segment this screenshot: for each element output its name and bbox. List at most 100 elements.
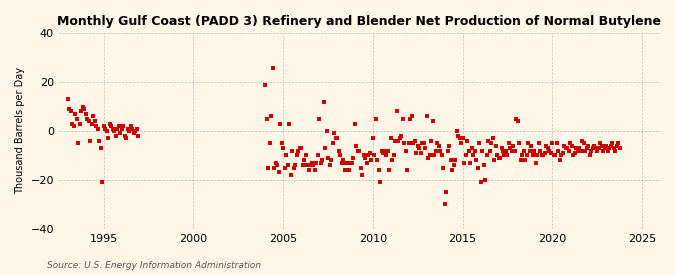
Point bbox=[318, 100, 329, 104]
Point bbox=[78, 104, 88, 109]
Point bbox=[433, 144, 444, 148]
Point bbox=[514, 141, 525, 145]
Point bbox=[103, 136, 113, 141]
Point bbox=[489, 158, 500, 163]
Point bbox=[593, 146, 604, 150]
Point bbox=[516, 158, 526, 163]
Point bbox=[79, 107, 90, 111]
Point bbox=[520, 158, 531, 163]
Point bbox=[321, 129, 332, 133]
Point bbox=[466, 146, 477, 150]
Point bbox=[478, 163, 489, 167]
Point bbox=[329, 131, 340, 136]
Point bbox=[64, 107, 75, 111]
Point bbox=[474, 141, 485, 145]
Point bbox=[394, 136, 405, 141]
Point bbox=[409, 139, 420, 143]
Point bbox=[327, 141, 338, 145]
Point bbox=[554, 158, 565, 163]
Point bbox=[278, 146, 289, 150]
Point bbox=[371, 117, 381, 121]
Point bbox=[497, 148, 508, 153]
Point bbox=[375, 180, 386, 185]
Point bbox=[362, 161, 373, 165]
Point bbox=[299, 158, 310, 163]
Point bbox=[596, 144, 607, 148]
Point bbox=[315, 161, 326, 165]
Point bbox=[517, 153, 528, 158]
Point bbox=[313, 153, 323, 158]
Point bbox=[499, 153, 510, 158]
Point bbox=[477, 148, 487, 153]
Point bbox=[356, 165, 367, 170]
Point bbox=[564, 148, 574, 153]
Point bbox=[508, 144, 519, 148]
Point bbox=[286, 173, 296, 177]
Point bbox=[533, 141, 544, 145]
Point bbox=[460, 153, 471, 158]
Point bbox=[438, 165, 449, 170]
Point bbox=[76, 109, 87, 114]
Point bbox=[496, 146, 507, 150]
Point bbox=[541, 144, 551, 148]
Point bbox=[420, 146, 431, 150]
Point bbox=[342, 161, 353, 165]
Point bbox=[435, 148, 446, 153]
Point bbox=[452, 129, 462, 133]
Point bbox=[448, 163, 459, 167]
Point bbox=[399, 141, 410, 145]
Point bbox=[505, 146, 516, 150]
Point bbox=[591, 146, 601, 150]
Point bbox=[470, 158, 481, 163]
Point bbox=[275, 122, 286, 126]
Point bbox=[306, 161, 317, 165]
Point bbox=[263, 165, 273, 170]
Point bbox=[537, 153, 547, 158]
Point bbox=[341, 161, 352, 165]
Point bbox=[511, 117, 522, 121]
Point bbox=[453, 134, 464, 138]
Point bbox=[260, 82, 271, 87]
Point bbox=[309, 168, 320, 172]
Point bbox=[439, 202, 450, 207]
Point bbox=[485, 141, 496, 145]
Point bbox=[128, 131, 139, 136]
Point bbox=[589, 144, 599, 148]
Point bbox=[336, 161, 347, 165]
Point bbox=[570, 151, 580, 155]
Point bbox=[577, 139, 588, 143]
Point bbox=[432, 141, 443, 145]
Point bbox=[529, 148, 540, 153]
Point bbox=[480, 178, 491, 182]
Point bbox=[63, 97, 74, 101]
Point bbox=[544, 148, 555, 153]
Point bbox=[512, 119, 523, 123]
Point bbox=[578, 141, 589, 145]
Point bbox=[454, 136, 465, 141]
Point bbox=[613, 141, 624, 145]
Point bbox=[450, 158, 460, 163]
Point bbox=[406, 114, 417, 119]
Point bbox=[363, 153, 374, 158]
Point bbox=[335, 153, 346, 158]
Point bbox=[446, 158, 456, 163]
Point bbox=[608, 146, 619, 150]
Point bbox=[100, 126, 111, 131]
Point bbox=[290, 163, 300, 167]
Point bbox=[133, 134, 144, 138]
Point bbox=[358, 153, 369, 158]
Point bbox=[70, 112, 81, 116]
Point bbox=[475, 180, 486, 185]
Point bbox=[378, 151, 389, 155]
Point bbox=[566, 144, 577, 148]
Point bbox=[385, 136, 396, 141]
Point bbox=[539, 151, 550, 155]
Point bbox=[346, 161, 357, 165]
Point bbox=[270, 161, 281, 165]
Point bbox=[423, 156, 433, 160]
Point bbox=[331, 136, 342, 141]
Point bbox=[429, 153, 439, 158]
Point bbox=[580, 148, 591, 153]
Point bbox=[261, 117, 272, 121]
Point bbox=[483, 139, 493, 143]
